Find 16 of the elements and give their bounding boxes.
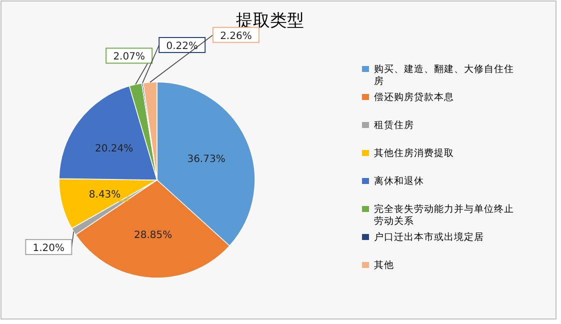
legend-label: 离休和退休 bbox=[374, 175, 424, 187]
legend-label: 购买、建造、翻建、大修自住住房 bbox=[374, 63, 514, 87]
data-label: 20.24% bbox=[94, 143, 134, 154]
data-label: 36.73% bbox=[187, 154, 226, 166]
data-label: 0.22% bbox=[166, 41, 198, 52]
data-label: 8.43% bbox=[88, 189, 121, 200]
data-label: 28.85% bbox=[134, 230, 172, 241]
legend-label: 户口迁出本市或出境定居 bbox=[374, 231, 484, 243]
data-label: 2.26% bbox=[220, 30, 252, 42]
legend-label: 租赁住房 bbox=[374, 119, 414, 131]
legend-label: 完全丧失劳动能力并与单位终止劳动关系 bbox=[374, 203, 514, 227]
legend-label: 偿还购房贷款本息 bbox=[374, 91, 454, 103]
data-label: 2.07% bbox=[113, 52, 145, 63]
legend-label: 其他 bbox=[374, 259, 394, 271]
legend-label: 其他住房消费提取 bbox=[374, 147, 454, 159]
data-label: 1.20% bbox=[32, 243, 65, 254]
